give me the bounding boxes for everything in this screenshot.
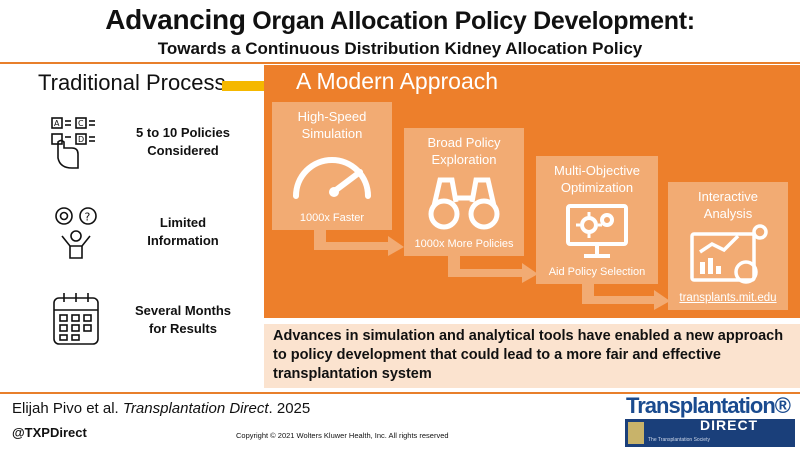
modern-heading: A Modern Approach [296,68,499,94]
svg-text:C: C [78,119,84,128]
citation-authors: Elijah Pivo et al. [12,400,123,417]
journal-logo-band [625,419,795,447]
speedometer-icon [293,157,371,199]
step-connector-icon [582,282,670,310]
society-seal-icon [628,422,644,444]
citation-journal: Transplantation Direct [122,400,269,417]
step-sub: 1000x More Policies [414,238,514,250]
step-sub: Aid Policy Selection [548,266,646,278]
summary-box [264,324,800,388]
step-label-line1: Broad Policy [427,135,501,150]
journal-logo-society: The Transplantation Society [648,437,710,443]
step-label-line1: Interactive [698,189,758,204]
traditional-item-information: ? Limited Information [40,202,260,272]
traditional-item-text: 5 to 10 Policies Considered [108,112,258,172]
traditional-item-line1: 5 to 10 Policies [136,125,230,140]
step-broad-policy-exploration: Broad Policy Exploration 1000x More Polic… [404,128,524,256]
page-subtitle: Towards a Continuous Distribution Kidney… [157,39,643,58]
traditional-item-line2: Information [147,233,219,248]
calendar-icon [53,293,99,345]
traditional-item-months: Several Months for Results [40,290,260,360]
traditional-item-line2: for Results [149,321,217,336]
step-label-line1: High-Speed [297,109,367,124]
traditional-heading: Traditional Process [38,70,226,95]
step-high-speed-simulation: High-Speed Simulation 1000x Faster [272,102,392,230]
analytics-dashboard-icon [690,224,768,284]
copyright: Copyright © 2021 Wolters Kluwer Health, … [236,431,449,440]
title-rest: Organ Allocation Policy Development: [245,7,695,35]
step-label: Broad Policy Exploration [404,134,524,168]
journal-logo-direct: DIRECT [700,417,759,433]
binoculars-icon [428,177,500,230]
journal-logo-word: Transplantation® [626,393,791,418]
step-label-line1: Multi-Objective [554,163,640,178]
step-label: High-Speed Simulation [272,108,392,142]
step-label-line2: Optimization [560,180,634,195]
top-divider [0,62,800,64]
traditional-item-text: Several Months for Results [108,290,258,350]
step-label-line2: Exploration [431,152,497,167]
traditional-item-line1: Several Months [134,303,232,318]
summary-text: Advances in simulation and analytical to… [273,328,784,382]
monitor-gears-icon [566,204,628,258]
social-handle: @TXPDirect [12,425,87,440]
traditional-item-line2: Considered [147,143,219,158]
step-label: Interactive Analysis [668,188,788,222]
step-interactive-analysis: Interactive Analysis transplants.mit.edu [668,182,788,310]
step-sub: 1000x Faster [299,212,365,224]
step-connector-icon [314,228,404,256]
step-label-line2: Simulation [301,126,363,141]
step-label-line2: Analysis [703,206,753,221]
confused-person-icon: ? [55,207,97,259]
title-emphasis: Advancing [105,4,246,35]
svg-text:D: D [78,135,84,144]
checklist-icon: A CD [51,117,95,169]
citation: Elijah Pivo et al. Transplantation Direc… [12,400,310,417]
step-label: Multi-Objective Optimization [536,162,658,196]
svg-text:A: A [54,119,60,128]
page-title: Advancing Organ Allocation Policy Develo… [0,4,800,36]
svg-text:?: ? [85,211,91,224]
traditional-item-text: Limited Information [108,202,258,262]
step-multi-objective-optimization: Multi-Objective Optimization Aid Policy S… [536,156,658,284]
step-connector-icon [448,255,538,283]
bottom-divider [0,392,800,394]
citation-year: . 2025 [268,400,311,417]
website-link[interactable]: transplants.mit.edu [679,292,777,304]
traditional-item-line1: Limited [159,215,207,230]
